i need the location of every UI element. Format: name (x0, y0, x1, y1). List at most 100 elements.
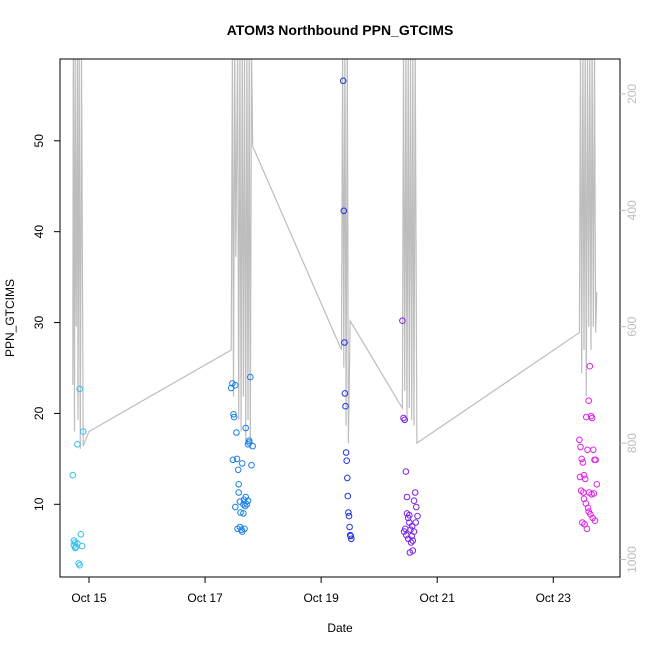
data-point (584, 446, 591, 454)
data-point (238, 460, 246, 467)
data-point (78, 542, 86, 550)
data-point (584, 504, 592, 512)
chart-title: ATOM3 Northbound PPN_GTCIMS (227, 22, 454, 38)
data-point (241, 502, 249, 510)
data-point (579, 459, 587, 466)
data-point (346, 523, 353, 531)
x-tick-label: Oct 19 (303, 591, 339, 605)
axes-layer: 10 20 30 40 50 Oct 15 Oct 17 Oct 19 Oct 21 Oct 23… (32, 84, 639, 605)
data-point (342, 449, 350, 456)
data-point (409, 547, 417, 554)
data-point (248, 461, 255, 469)
x-tick-label: Oct 15 (71, 591, 107, 605)
data-point (232, 503, 239, 511)
data-point (400, 414, 407, 422)
data-point (345, 509, 352, 516)
data-point (345, 512, 353, 520)
data-point (76, 561, 83, 569)
data-point (414, 512, 421, 520)
data-point (347, 532, 355, 540)
plot-frame (59, 58, 621, 578)
data-point (578, 455, 586, 463)
y-tick-label: 10 (32, 497, 46, 511)
data-point (232, 381, 239, 389)
data-point (412, 519, 420, 526)
x-tick-label: Oct 17 (187, 591, 223, 605)
data-point (342, 402, 349, 410)
data-point (590, 446, 597, 454)
x-tick-label: Oct 21 (420, 591, 456, 605)
data-point (591, 517, 599, 525)
data-point (79, 428, 87, 435)
data-point (580, 495, 588, 503)
data-point (576, 436, 583, 444)
x-tick-label: Oct 23 (536, 591, 572, 605)
secondary-tick-label: 200 (625, 84, 639, 104)
data-point (585, 397, 593, 405)
data-point (592, 456, 599, 464)
secondary-tick-label: 600 (625, 316, 639, 336)
y-tick-label: 40 (32, 225, 46, 239)
data-point (230, 413, 238, 421)
data-point (77, 531, 85, 538)
y-tick-label: 30 (32, 316, 46, 330)
data-point (245, 437, 253, 445)
data-point (229, 456, 237, 464)
data-point (74, 441, 81, 448)
data-point (242, 424, 249, 432)
data-point (406, 511, 413, 519)
data-point (402, 468, 410, 475)
data-point (341, 390, 349, 397)
data-point (410, 497, 418, 505)
data-point (344, 474, 351, 482)
secondary-tick-label: 400 (625, 200, 639, 220)
data-point (69, 471, 77, 479)
data-point (247, 373, 254, 381)
data-point (230, 411, 237, 418)
data-point (243, 501, 251, 508)
data-point (341, 339, 348, 346)
data-point (576, 473, 584, 481)
x-axis-label: Date (327, 621, 353, 635)
data-point (577, 443, 584, 451)
data-point (344, 492, 352, 500)
y-tick-label: 20 (32, 406, 46, 420)
data-point (241, 525, 248, 533)
data-point (71, 544, 79, 552)
data-point (399, 317, 406, 325)
secondary-tick-label: 1000 (625, 546, 639, 573)
data-point (233, 455, 241, 463)
data-point (235, 489, 242, 496)
data-point (413, 503, 420, 511)
data-point (588, 414, 596, 422)
data-point (586, 362, 594, 370)
y-tick-label: 50 (32, 134, 46, 148)
data-point (76, 385, 83, 393)
data-point (240, 510, 247, 517)
data-point (343, 457, 351, 465)
data-point (340, 207, 348, 215)
data-point (235, 481, 242, 488)
data-point (244, 497, 252, 505)
data-point (408, 522, 416, 530)
data-point (411, 489, 419, 496)
secondary-tick-label: 800 (625, 433, 639, 453)
data-point (339, 77, 347, 85)
altitude-trace-line (72, 59, 598, 450)
data-point (593, 481, 601, 488)
plot-layer (69, 59, 601, 569)
data-point (401, 416, 409, 424)
data-point (590, 490, 598, 497)
data-point (245, 439, 253, 446)
data-point (237, 509, 244, 516)
data-point (580, 471, 588, 479)
data-point (234, 525, 241, 533)
data-point (233, 429, 240, 436)
data-point (234, 466, 242, 474)
data-point (240, 501, 247, 508)
data-point (403, 531, 410, 539)
data-point (407, 539, 415, 546)
data-point (583, 525, 591, 533)
data-point (585, 508, 593, 515)
